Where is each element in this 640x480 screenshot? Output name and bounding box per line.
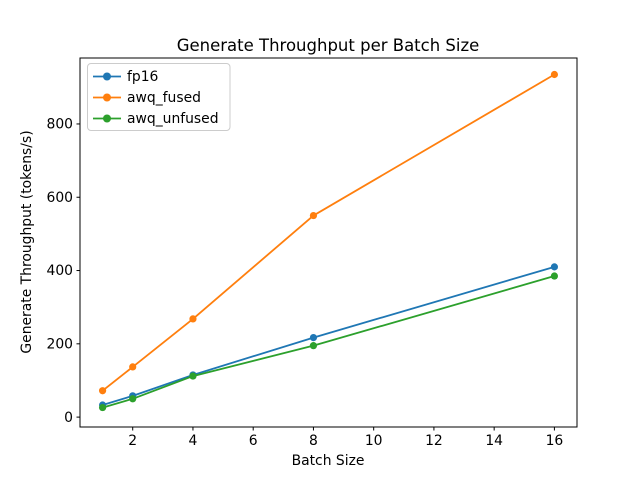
data-point-awq_fused-x4 (189, 315, 197, 323)
legend-label: fp16 (127, 69, 158, 85)
x-tick-label: 2 (128, 433, 137, 449)
data-point-awq_unfused-x16 (550, 272, 559, 280)
data-point-awq_fused-x8 (309, 211, 318, 220)
data-point-awq_fused-x1 (98, 387, 107, 395)
y-tick-label: 800 (46, 117, 73, 133)
legend-marker-icon (103, 72, 111, 81)
legend-label: awq_unfused (127, 111, 219, 127)
x-tick-label: 14 (485, 433, 503, 449)
data-point-awq_unfused-x4 (189, 372, 197, 380)
legend-entry-awq-fused: awq_fused (93, 90, 201, 106)
x-axis-label: Batch Size (292, 453, 365, 469)
x-tick-label: 10 (365, 433, 383, 449)
legend-marker-icon (103, 114, 111, 123)
data-point-awq_fused-x2 (129, 363, 137, 371)
y-tick-label: 0 (64, 410, 73, 426)
x-tick-label: 4 (189, 433, 198, 449)
data-point-awq_unfused-x8 (309, 342, 318, 350)
axes-border (79, 57, 578, 428)
legend-box (87, 63, 231, 131)
data-point-fp16-x8 (309, 333, 318, 342)
x-tick-label: 6 (249, 433, 258, 449)
data-point-fp16-x16 (550, 263, 559, 271)
y-tick-label: 600 (46, 190, 73, 206)
x-tick-label: 16 (546, 433, 564, 449)
data-series (98, 70, 559, 412)
legend-entry-fp16: fp16 (93, 69, 158, 85)
legend: fp16 awq_fused awq_unfused (87, 63, 231, 131)
legend-entry-awq-unfused: awq_unfused (93, 111, 219, 127)
axis-ticks: 2 4 6 8 10 12 14 16 0 200 400 600 800 (46, 117, 563, 449)
y-tick-label: 400 (46, 263, 73, 279)
data-point-awq_fused-x16 (550, 70, 559, 79)
x-tick-label: 12 (425, 433, 443, 449)
y-tick-label: 200 (46, 337, 73, 353)
x-tick-label: 8 (309, 433, 318, 449)
y-axis-label: Generate Throughput (tokens/s) (19, 130, 35, 353)
data-point-awq_unfused-x1 (98, 403, 107, 412)
legend-label: awq_fused (127, 90, 201, 106)
legend-marker-icon (103, 93, 111, 102)
chart-title: Generate Throughput per Batch Size (177, 36, 480, 55)
data-point-awq_unfused-x2 (129, 395, 137, 403)
